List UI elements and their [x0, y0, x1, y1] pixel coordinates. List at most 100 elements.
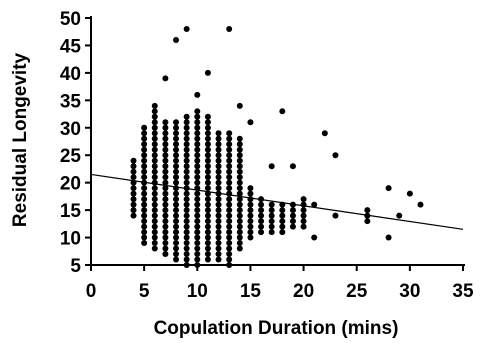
data-point: [258, 229, 265, 236]
data-point: [247, 207, 254, 214]
data-point: [141, 157, 148, 164]
data-point: [226, 207, 233, 214]
data-point: [183, 174, 190, 181]
data-point: [236, 102, 243, 109]
data-point: [151, 141, 158, 148]
data-point: [151, 201, 158, 208]
data-point: [236, 141, 243, 148]
data-point: [194, 179, 201, 186]
data-point: [141, 135, 148, 142]
data-point: [141, 124, 148, 131]
data-point: [194, 124, 201, 131]
data-point: [311, 201, 318, 208]
data-point: [236, 146, 243, 153]
data-point: [162, 185, 169, 192]
data-point: [204, 168, 211, 175]
data-point: [151, 124, 158, 131]
data-point: [268, 218, 275, 225]
axes: [85, 16, 465, 271]
data-point: [173, 223, 180, 230]
data-point: [226, 212, 233, 219]
data-point: [236, 190, 243, 197]
data-point: [385, 185, 392, 192]
data-point: [162, 201, 169, 208]
data-point: [141, 223, 148, 230]
data-point: [215, 157, 222, 164]
data-point: [183, 113, 190, 120]
x-tick-label: 35: [452, 281, 474, 302]
data-point: [204, 130, 211, 137]
data-point: [183, 251, 190, 258]
data-point: [183, 212, 190, 219]
data-point: [183, 245, 190, 252]
data-point: [226, 25, 233, 32]
data-point: [162, 223, 169, 230]
data-point: [226, 229, 233, 236]
data-point: [194, 256, 201, 263]
data-point: [215, 207, 222, 214]
data-point: [194, 229, 201, 236]
y-tick-label: 5: [70, 256, 81, 277]
data-point: [247, 229, 254, 236]
data-point: [226, 196, 233, 203]
data-point: [130, 190, 137, 197]
data-point: [258, 218, 265, 225]
data-point: [173, 185, 180, 192]
data-point: [183, 179, 190, 186]
data-point: [141, 185, 148, 192]
data-point: [141, 234, 148, 241]
data-point: [173, 152, 180, 159]
data-point: [194, 234, 201, 241]
data-point: [226, 168, 233, 175]
data-point: [183, 190, 190, 197]
data-point: [151, 229, 158, 236]
data-point: [226, 146, 233, 153]
x-tick-label: 20: [293, 281, 314, 302]
data-point: [162, 174, 169, 181]
data-point: [385, 234, 392, 241]
data-point: [247, 201, 254, 208]
data-point: [162, 135, 169, 142]
data-point: [268, 163, 275, 170]
data-point: [130, 174, 137, 181]
data-point: [215, 196, 222, 203]
x-axis-title: Copulation Duration (mins): [154, 318, 399, 339]
data-point: [173, 124, 180, 131]
data-point: [215, 229, 222, 236]
data-point: [194, 135, 201, 142]
data-point: [364, 207, 371, 214]
data-point: [247, 185, 254, 192]
data-point: [141, 141, 148, 148]
data-point: [215, 179, 222, 186]
x-tick-label: 15: [240, 281, 262, 302]
data-point: [204, 212, 211, 219]
data-point: [300, 223, 307, 230]
data-point: [162, 229, 169, 236]
data-point: [194, 157, 201, 164]
data-point: [236, 196, 243, 203]
data-point: [194, 196, 201, 203]
data-point: [258, 212, 265, 219]
data-point: [151, 168, 158, 175]
y-tick-label: 40: [60, 64, 81, 85]
data-point: [215, 234, 222, 241]
data-point: [151, 218, 158, 225]
data-point: [151, 207, 158, 214]
data-point: [151, 196, 158, 203]
y-tick-label: 25: [60, 146, 82, 167]
data-point: [300, 212, 307, 219]
data-point: [236, 179, 243, 186]
data-point: [151, 223, 158, 230]
data-point: [194, 201, 201, 208]
data-point: [226, 141, 233, 148]
data-point: [162, 141, 169, 148]
data-point: [151, 240, 158, 247]
data-point: [162, 163, 169, 170]
data-point: [183, 135, 190, 142]
data-point: [236, 135, 243, 142]
data-point: [268, 212, 275, 219]
data-point: [183, 262, 190, 268]
data-point: [204, 245, 211, 252]
data-point: [183, 163, 190, 170]
